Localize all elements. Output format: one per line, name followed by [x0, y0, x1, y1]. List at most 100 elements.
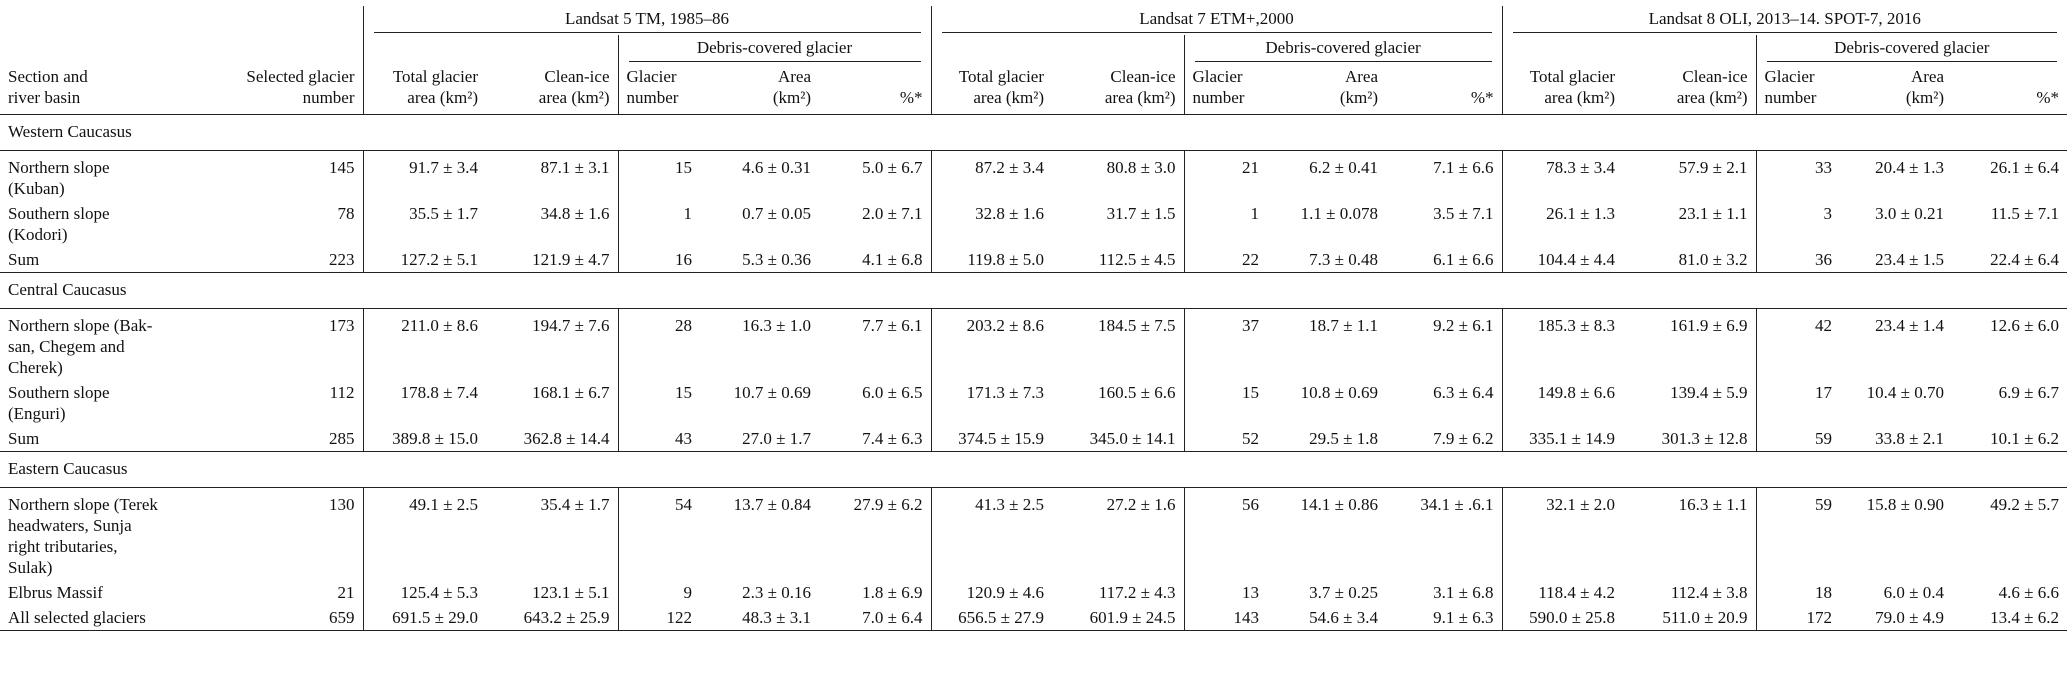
data-cell: 37 — [1183, 308, 1268, 380]
data-cell: 172 — [1755, 605, 1841, 631]
data-cell: 31.7 ± 1.5 — [1106, 204, 1176, 223]
data-cell: 16.3 ± 1.0 — [742, 316, 811, 335]
group-header: Landsat 5 TM, 1985–86 — [373, 8, 921, 33]
section-row: Western Caucasus — [0, 114, 2067, 151]
column-header: Total glacier area (km²) — [1501, 64, 1624, 115]
data-cell: 160.5 ± 6.6 — [1098, 383, 1176, 402]
blank-cell — [362, 35, 618, 64]
data-cell: 112.4 ± 3.8 — [1670, 583, 1748, 602]
data-row: Elbrus Massif 21 125.4 ± 5.3 123.1 ± 5.1 9 2.… — [0, 580, 2067, 605]
data-cell: 3 — [1755, 201, 1841, 247]
data-cell: 27.9 ± 6.2 — [853, 495, 923, 514]
data-row: Sum 285 389.8 ± 15.0 362.8 ± 14.4 43 27.0 ± 1… — [0, 426, 2067, 452]
data-cell: 6.2 ± 0.41 — [1309, 158, 1379, 177]
data-cell: 33.8 ± 2.1 — [1875, 429, 1945, 448]
section-row: Central Caucasus — [0, 272, 2067, 309]
data-cell: 54 — [617, 487, 700, 580]
data-cell: 21 — [1183, 150, 1268, 201]
column-header: %* — [1952, 64, 2067, 115]
data-cell: 118.4 ± 4.2 — [1501, 580, 1624, 605]
data-cell: 42 — [1755, 308, 1841, 380]
data-cell: 362.8 ± 14.4 — [523, 429, 610, 448]
data-row: Southern slope (Enguri) 112 178.8 ± 7.4 168… — [0, 380, 2067, 426]
column-header: Selected glacier number — [211, 64, 363, 115]
data-cell: 16.3 ± 1.1 — [1678, 495, 1748, 514]
data-cell: 3.0 ± 0.21 — [1875, 204, 1945, 223]
data-cell: 7.1 ± 6.6 — [1433, 158, 1494, 177]
column-header: Total glacier area (km²) — [930, 64, 1053, 115]
data-cell: 178.8 ± 7.4 — [362, 380, 486, 426]
column-header: %* — [1386, 64, 1503, 115]
data-cell: 10.1 ± 6.2 — [1990, 429, 2060, 448]
subgroup-header-cell: Debris-covered glacier — [1183, 35, 1503, 64]
data-cell: 10.7 ± 0.69 — [733, 383, 811, 402]
data-cell: 184.5 ± 7.5 — [1098, 316, 1176, 335]
data-cell: 27.2 ± 1.6 — [1106, 495, 1176, 514]
data-cell: 15 — [617, 150, 700, 201]
row-label: Southern slope (Enguri) — [8, 383, 110, 423]
data-cell: 168.1 ± 6.7 — [532, 383, 610, 402]
data-cell: 26.1 ± 1.3 — [1501, 201, 1624, 247]
row-label: Northern slope (Bak- san, Chegem and Che… — [8, 316, 153, 377]
data-cell: 11.5 ± 7.1 — [1990, 204, 2060, 223]
column-header: Clean-ice area (km²) — [1623, 64, 1757, 115]
header-row: Debris-covered glacier Debris-covered gla… — [0, 35, 2067, 64]
data-cell: 32.8 ± 1.6 — [930, 201, 1053, 247]
data-cell: 12.6 ± 6.0 — [1990, 316, 2060, 335]
table-body: Western Caucasus Northern slope (Kuban) 14… — [0, 114, 2067, 631]
data-cell: 20.4 ± 1.3 — [1875, 158, 1945, 177]
data-cell: 601.9 ± 24.5 — [1052, 605, 1185, 631]
row-label: Sum — [8, 429, 40, 448]
data-cell: 1.1 ± 0.078 — [1300, 204, 1379, 223]
data-cell: 7.0 ± 6.4 — [819, 605, 932, 631]
header-row: Landsat 5 TM, 1985–86 Landsat 7 ETM+,2000… — [0, 6, 2067, 35]
data-cell: 5.0 ± 6.7 — [862, 158, 923, 177]
column-header: Section and river basin — [0, 64, 211, 115]
data-cell: 122 — [617, 605, 700, 631]
data-cell: 29.5 ± 1.8 — [1309, 429, 1379, 448]
group-header-cell: Landsat 7 ETM+,2000 — [930, 6, 1503, 35]
column-header: Clean-ice area (km²) — [1052, 64, 1185, 115]
row-label: Northern slope (Kuban) — [8, 158, 110, 198]
data-cell: 49.1 ± 2.5 — [362, 487, 486, 580]
data-cell: 203.2 ± 8.6 — [930, 308, 1053, 380]
row-label: All selected glaciers — [0, 605, 211, 631]
subgroup-header-cell: Debris-covered glacier — [617, 35, 932, 64]
row-label: Northern slope (Terek headwaters, Sunja … — [8, 495, 158, 577]
data-cell: 4.6 ± 0.31 — [742, 158, 811, 177]
data-cell: 18 — [1755, 580, 1841, 605]
data-cell: 659 — [211, 605, 363, 631]
data-cell: 16 — [617, 247, 700, 273]
column-header: Glacier number — [617, 64, 700, 115]
column-header: Total glacier area (km²) — [362, 64, 486, 115]
data-cell: 18.7 ± 1.1 — [1309, 316, 1379, 335]
group-header-cell: Landsat 5 TM, 1985–86 — [362, 6, 932, 35]
data-cell: 79.0 ± 4.9 — [1840, 605, 1953, 631]
subgroup-header: Debris-covered glacier — [1194, 37, 1492, 62]
data-cell: 194.7 ± 7.6 — [532, 316, 610, 335]
data-cell: 10.8 ± 0.69 — [1300, 383, 1379, 402]
data-cell: 21 — [337, 583, 355, 602]
data-cell: 23.4 ± 1.5 — [1875, 250, 1945, 269]
data-cell: 374.5 ± 15.9 — [930, 426, 1053, 452]
data-cell: 91.7 ± 3.4 — [362, 150, 486, 201]
data-cell: 691.5 ± 29.0 — [362, 605, 486, 631]
row-label: Sum — [8, 250, 40, 269]
glacier-table: Landsat 5 TM, 1985–86 Landsat 7 ETM+,2000… — [0, 6, 2067, 631]
data-cell: 123.1 ± 5.1 — [532, 583, 610, 602]
blank-cell — [1501, 35, 1757, 64]
data-cell: 13 — [1183, 580, 1268, 605]
data-cell: 48.3 ± 3.1 — [700, 605, 819, 631]
data-cell: 59 — [1755, 487, 1841, 580]
data-cell: 223 — [329, 250, 355, 269]
data-cell: 23.4 ± 1.4 — [1875, 316, 1945, 335]
data-cell: 78.3 ± 3.4 — [1501, 150, 1624, 201]
data-cell: 104.4 ± 4.4 — [1501, 247, 1624, 273]
data-cell: 6.0 ± 0.4 — [1883, 583, 1945, 602]
data-cell: 7.4 ± 6.3 — [862, 429, 923, 448]
data-cell: 2.0 ± 7.1 — [862, 204, 923, 223]
data-cell: 28 — [617, 308, 700, 380]
subgroup-header: Debris-covered glacier — [1766, 37, 2058, 62]
blank-cell — [0, 35, 363, 64]
data-row: All selected glaciers 659 691.5 ± 29.0 643.… — [0, 605, 2067, 631]
